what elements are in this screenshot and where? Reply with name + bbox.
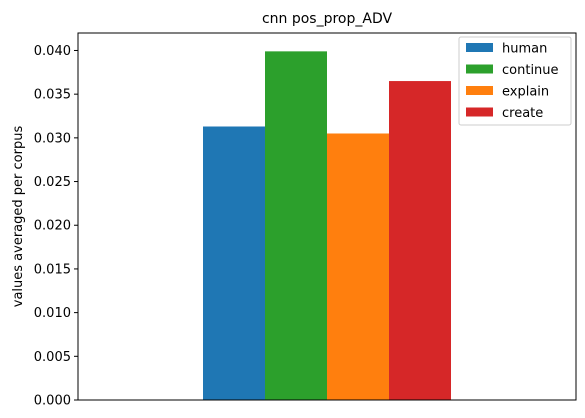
bar-create — [389, 81, 451, 400]
legend-swatch-continue — [466, 65, 493, 74]
y-tick-label: 0.030 — [34, 131, 71, 146]
bar-explain — [327, 133, 389, 400]
legend-swatch-human — [466, 43, 493, 52]
chart-title: cnn pos_prop_ADV — [262, 11, 393, 27]
y-tick-label: 0.010 — [34, 306, 71, 321]
y-tick-label: 0.025 — [34, 175, 71, 190]
legend-label-explain: explain — [502, 85, 549, 100]
bars-group — [203, 51, 451, 400]
bar-continue — [265, 51, 327, 400]
y-axis-label: values averaged per corpus — [11, 126, 26, 308]
legend-swatch-create — [466, 108, 493, 117]
legend: human continue explain create — [459, 37, 571, 125]
y-tick-label: 0.005 — [34, 350, 71, 365]
y-tick-label: 0.015 — [34, 262, 71, 277]
y-tick-label: 0.000 — [34, 394, 71, 409]
y-tick-label: 0.040 — [34, 44, 71, 59]
legend-label-continue: continue — [502, 63, 559, 78]
y-axis-ticks: 0.000 0.005 0.010 0.015 0.020 0.025 0.030 0.035… — [34, 44, 78, 409]
legend-swatch-explain — [466, 86, 493, 95]
legend-label-human: human — [502, 42, 547, 57]
y-tick-label: 0.035 — [34, 88, 71, 103]
legend-label-create: create — [502, 106, 543, 121]
y-tick-label: 0.020 — [34, 219, 71, 234]
bar-human — [203, 126, 265, 400]
